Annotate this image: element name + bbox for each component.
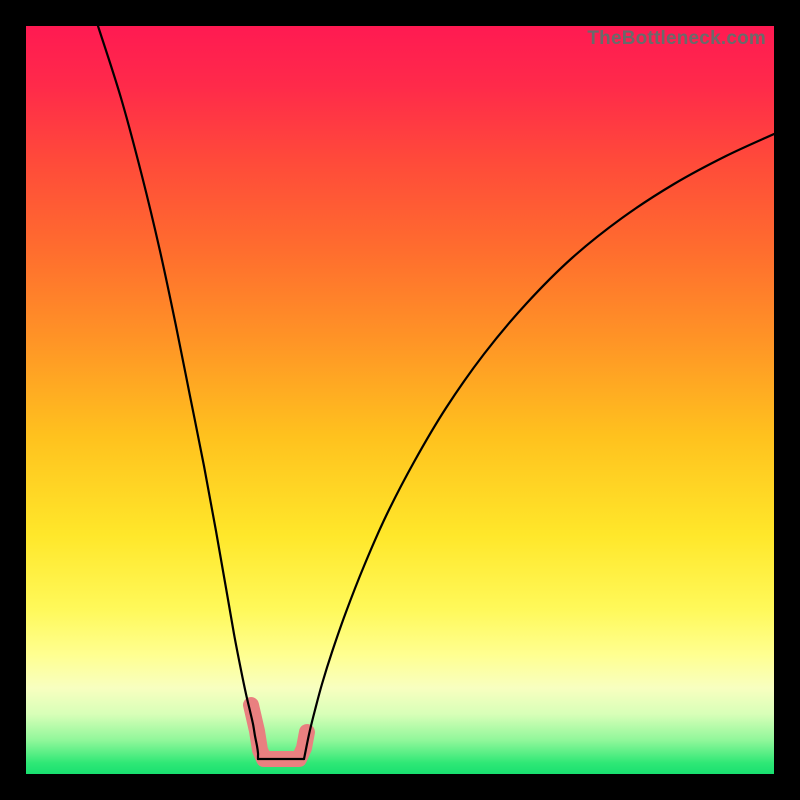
plot-area: TheBottleneck.com <box>26 26 774 774</box>
right_curve <box>304 134 774 759</box>
watermark-text: TheBottleneck.com <box>587 28 766 50</box>
valley-marker <box>251 705 307 759</box>
curves-layer <box>26 26 774 774</box>
left_curve <box>98 26 258 759</box>
chart-frame: TheBottleneck.com <box>0 0 800 800</box>
